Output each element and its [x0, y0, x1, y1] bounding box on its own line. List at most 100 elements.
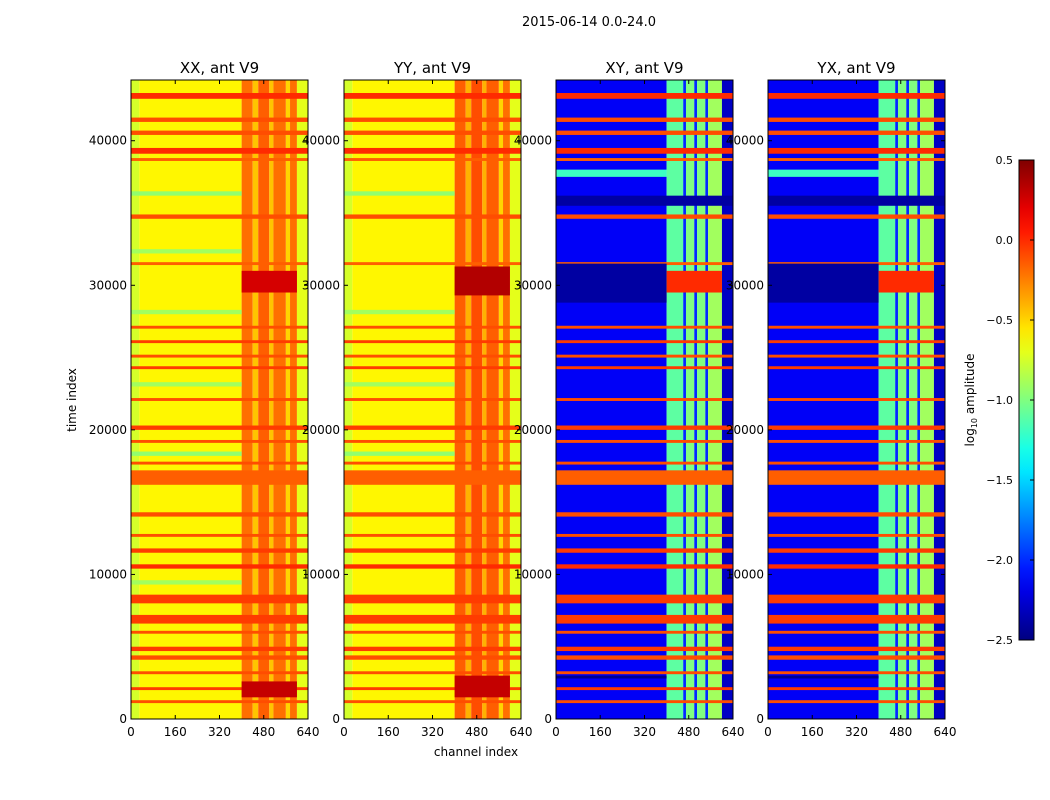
colorbar-label-sub: 10 — [970, 418, 979, 428]
panel-title: XY, ant V9 — [605, 59, 683, 77]
heatmap-time-band — [768, 130, 945, 135]
heatmap-time-band — [556, 366, 733, 370]
colorbar-label-suffix: amplitude — [963, 354, 977, 418]
heatmap-time-band — [556, 564, 733, 569]
heatmap-time-band — [768, 169, 879, 177]
heatmap-time-band — [768, 564, 945, 569]
y-tick-label: 10000 — [726, 567, 764, 581]
heatmap-time-band — [768, 512, 945, 517]
y-tick-label: 0 — [332, 712, 340, 726]
heatmap-time-band — [768, 147, 945, 154]
x-tick-label: 0 — [552, 725, 560, 739]
heatmap-time-band — [344, 93, 521, 99]
heatmap-time-band — [768, 214, 945, 219]
heatmap-time-band — [556, 548, 733, 553]
heatmap-time-band — [131, 354, 308, 358]
heatmap-time-band — [768, 439, 945, 443]
heatmap-time-band — [344, 340, 521, 344]
heatmap-time-band — [666, 270, 722, 293]
heatmap-time-band — [344, 548, 521, 553]
heatmap-time-band — [344, 366, 521, 370]
heatmap-time-band — [768, 340, 945, 344]
heatmap-time-band — [556, 439, 733, 443]
y-tick-label: 30000 — [726, 278, 764, 292]
heatmap-time-band — [344, 117, 521, 122]
heatmap-time-band — [344, 470, 521, 485]
heatmap-time-band — [556, 675, 667, 679]
heatmap-time-band — [556, 461, 733, 465]
heatmap-time-band — [556, 512, 733, 517]
heatmap-time-band — [344, 687, 521, 691]
heatmap-time-band — [768, 117, 945, 122]
heatmap-time-band — [131, 439, 308, 443]
heatmap-time-band — [344, 382, 455, 387]
heatmap-time-band — [131, 512, 308, 517]
heatmap-time-band — [556, 533, 733, 537]
heatmap-time-band — [241, 681, 297, 698]
x-tick-label: 160 — [164, 725, 187, 739]
x-tick-label: 320 — [208, 725, 231, 739]
y-tick-label: 10000 — [302, 567, 340, 581]
heatmap-time-band — [768, 425, 945, 430]
y-tick-label: 40000 — [726, 134, 764, 148]
x-tick-label: 160 — [377, 725, 400, 739]
heatmap-time-band — [768, 675, 879, 679]
panel-yy: YY, ant V9 0 160 320 480 640 0 10000 20000 30000 4… — [302, 59, 533, 739]
y-tick-label: 0 — [756, 712, 764, 726]
heatmap-time-band — [131, 451, 242, 456]
heatmap-time-band — [556, 425, 733, 430]
heatmap-time-band — [768, 548, 945, 553]
heatmap-time-band — [131, 614, 308, 624]
y-tick-label: 30000 — [514, 278, 552, 292]
heatmap-time-band — [768, 93, 945, 99]
heatmap-time-band — [344, 646, 521, 652]
heatmap-time-band — [131, 117, 308, 122]
colorbar-tick-label: −1.5 — [986, 474, 1013, 487]
panel-xx: XX, ant V9 0 160 320 480 640 0 10000 20000 30000 4… — [89, 59, 320, 739]
x-tick-label: 640 — [934, 725, 957, 739]
heatmap-time-band — [344, 630, 521, 634]
y-tick-label: 30000 — [89, 278, 127, 292]
heatmap-time-band — [556, 117, 733, 122]
figure-title: 2015-06-14 0.0-24.0 — [522, 15, 656, 30]
heatmap-time-band — [131, 158, 308, 161]
panel-title: YX, ant V9 — [816, 59, 895, 77]
heatmap-time-band — [768, 263, 879, 303]
heatmap-time-band — [556, 630, 733, 634]
heatmap-time-band — [131, 309, 242, 315]
panel-title: XX, ant V9 — [180, 59, 259, 77]
x-tick-label: 160 — [589, 725, 612, 739]
colorbar: 0.5 0.0 −0.5 −1.0 −1.5 −2.0 −2.5 log10 amplitud… — [963, 154, 1035, 647]
heatmap-time-band — [131, 671, 308, 675]
y-tick-label: 30000 — [302, 278, 340, 292]
heatmap-time-band — [131, 262, 308, 266]
heatmap-time-band — [768, 671, 945, 675]
heatmap-time-band — [454, 675, 510, 698]
heatmap-time-band — [556, 93, 733, 99]
heatmap-time-band — [556, 340, 733, 344]
panel-title: YY, ant V9 — [393, 59, 471, 77]
heatmap-time-band — [454, 266, 510, 296]
x-tick-label: 480 — [677, 725, 700, 739]
panel-xy: XY, ant V9 0 160 320 480 640 0 10000 20000 30000 4… — [514, 59, 745, 739]
y-axis-label: time index — [65, 368, 79, 432]
heatmap-time-band — [344, 700, 521, 704]
heatmap-time-band — [556, 325, 733, 329]
heatmap-time-band — [131, 548, 308, 553]
heatmap-time-band — [131, 700, 308, 704]
heatmap-time-band — [131, 249, 242, 254]
y-tick-label: 0 — [119, 712, 127, 726]
heatmap-time-band — [344, 594, 521, 604]
colorbar-tick-label: −2.5 — [986, 634, 1013, 647]
heatmap-time-band — [131, 470, 308, 485]
heatmap-time-band — [768, 461, 945, 465]
heatmap-time-band — [131, 630, 308, 634]
heatmap-time-band — [344, 130, 521, 135]
x-tick-label: 0 — [340, 725, 348, 739]
y-tick-label: 20000 — [302, 423, 340, 437]
heatmap-time-band — [344, 655, 521, 660]
heatmap-time-band — [131, 580, 242, 585]
x-tick-label: 640 — [722, 725, 745, 739]
heatmap-time-band — [768, 195, 945, 206]
heatmap-time-band — [344, 158, 521, 161]
